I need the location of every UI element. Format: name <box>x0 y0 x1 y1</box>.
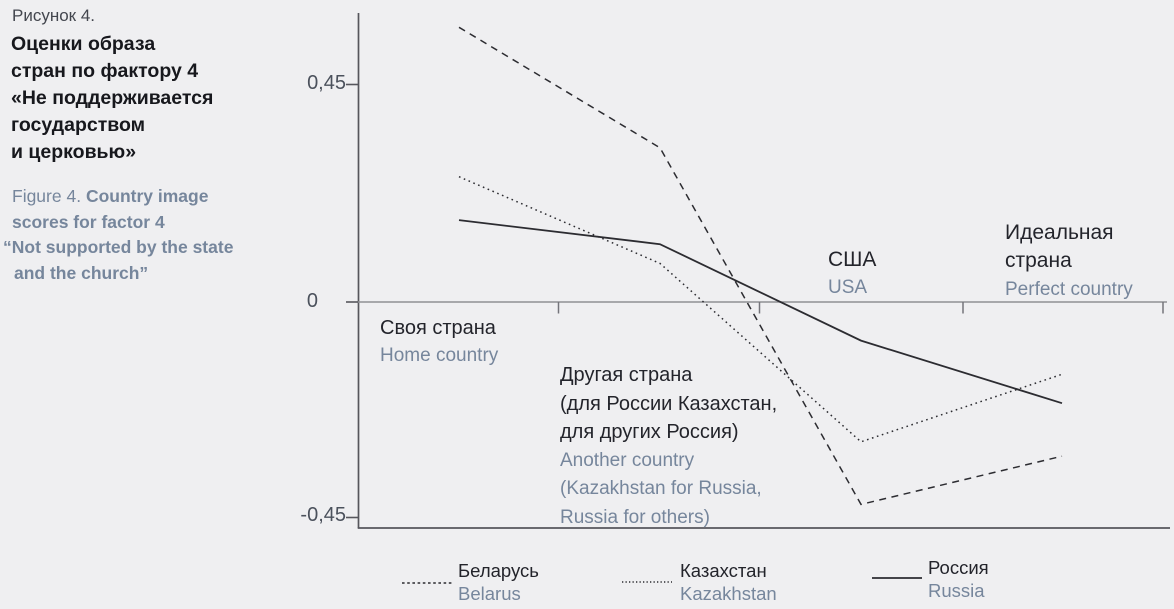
legend-item-belarus: Беларусь Belarus <box>458 559 539 605</box>
figure-title-en: Figure 4. Country image scores for facto… <box>3 184 233 286</box>
title-ru-line: государством <box>11 114 146 136</box>
series-line-dotted <box>458 176 1063 443</box>
category-another-en: Russia for others) <box>560 506 710 528</box>
legend-belarus-swatch <box>402 582 452 584</box>
title-ru-line: Оценки образа <box>11 33 156 55</box>
category-perfect-ru: Идеальная страна <box>1005 219 1114 274</box>
y-axis-ticks <box>346 83 358 519</box>
category-usa-ru: США <box>828 248 877 271</box>
series-line-solid <box>458 219 1063 405</box>
title-en-line: scores for factor 4 <box>12 211 165 232</box>
figure-number-ru: Рисунок 4. <box>12 6 96 25</box>
category-usa-en: USA <box>828 277 868 298</box>
category-another-en: (Kazakhstan for Russia, <box>560 478 762 500</box>
title-en-line: Figure 4. Country image <box>12 186 209 206</box>
series-lines <box>458 26 1063 506</box>
title-ru-line: стран по фактору 4 <box>11 60 199 82</box>
category-another-en: Another country <box>560 449 695 471</box>
title-ru-line: и церковью» <box>11 141 137 163</box>
category-perfect-ru-line: Идеальная <box>1005 221 1114 244</box>
legend-belarus-label-ru: Беларусь <box>458 560 539 581</box>
figure-title-ru: Оценки образа стран по фактору 4 «Не под… <box>11 31 213 166</box>
x-axis-ticks <box>557 302 1164 314</box>
legend-item-kazakhstan: Казахстан Kazakhstan <box>680 559 777 605</box>
series-line-dashed <box>458 26 1063 506</box>
legend-kazakhstan-label-ru: Казахстан <box>680 560 767 581</box>
y-tick-label-045: 0,45 <box>307 72 346 94</box>
title-ru-line: «Не поддерживается <box>11 87 214 109</box>
legend-kazakhstan-swatch <box>622 581 672 583</box>
legend-item-russia: Россия Russia <box>928 556 989 602</box>
category-home-en: Home country <box>380 345 499 366</box>
y-tick-label-0: 0 <box>306 290 318 312</box>
category-another-ru: (для России Казахстан, <box>560 392 778 415</box>
y-tick-label-neg045: -0,45 <box>300 504 346 526</box>
category-perfect-en: Perfect country <box>1005 279 1133 300</box>
category-home-ru: Своя страна <box>380 317 496 339</box>
category-another-ru: для других Россия) <box>560 421 739 444</box>
legend-russia-label-en: Russia <box>928 580 985 601</box>
legend-russia-label-ru: Россия <box>928 557 989 578</box>
title-en-line: and the church” <box>14 262 149 283</box>
legend-russia-swatch <box>872 577 922 579</box>
legend-kazakhstan-label-en: Kazakhstan <box>680 583 777 604</box>
category-perfect-ru-line: страна <box>1005 248 1072 272</box>
category-another: Другая страна (для России Казахстан, для… <box>560 361 777 533</box>
category-another-ru: Другая страна <box>560 364 693 386</box>
title-en-line: “Not supported by the state <box>3 237 234 257</box>
legend-belarus-label-en: Belarus <box>458 583 521 604</box>
